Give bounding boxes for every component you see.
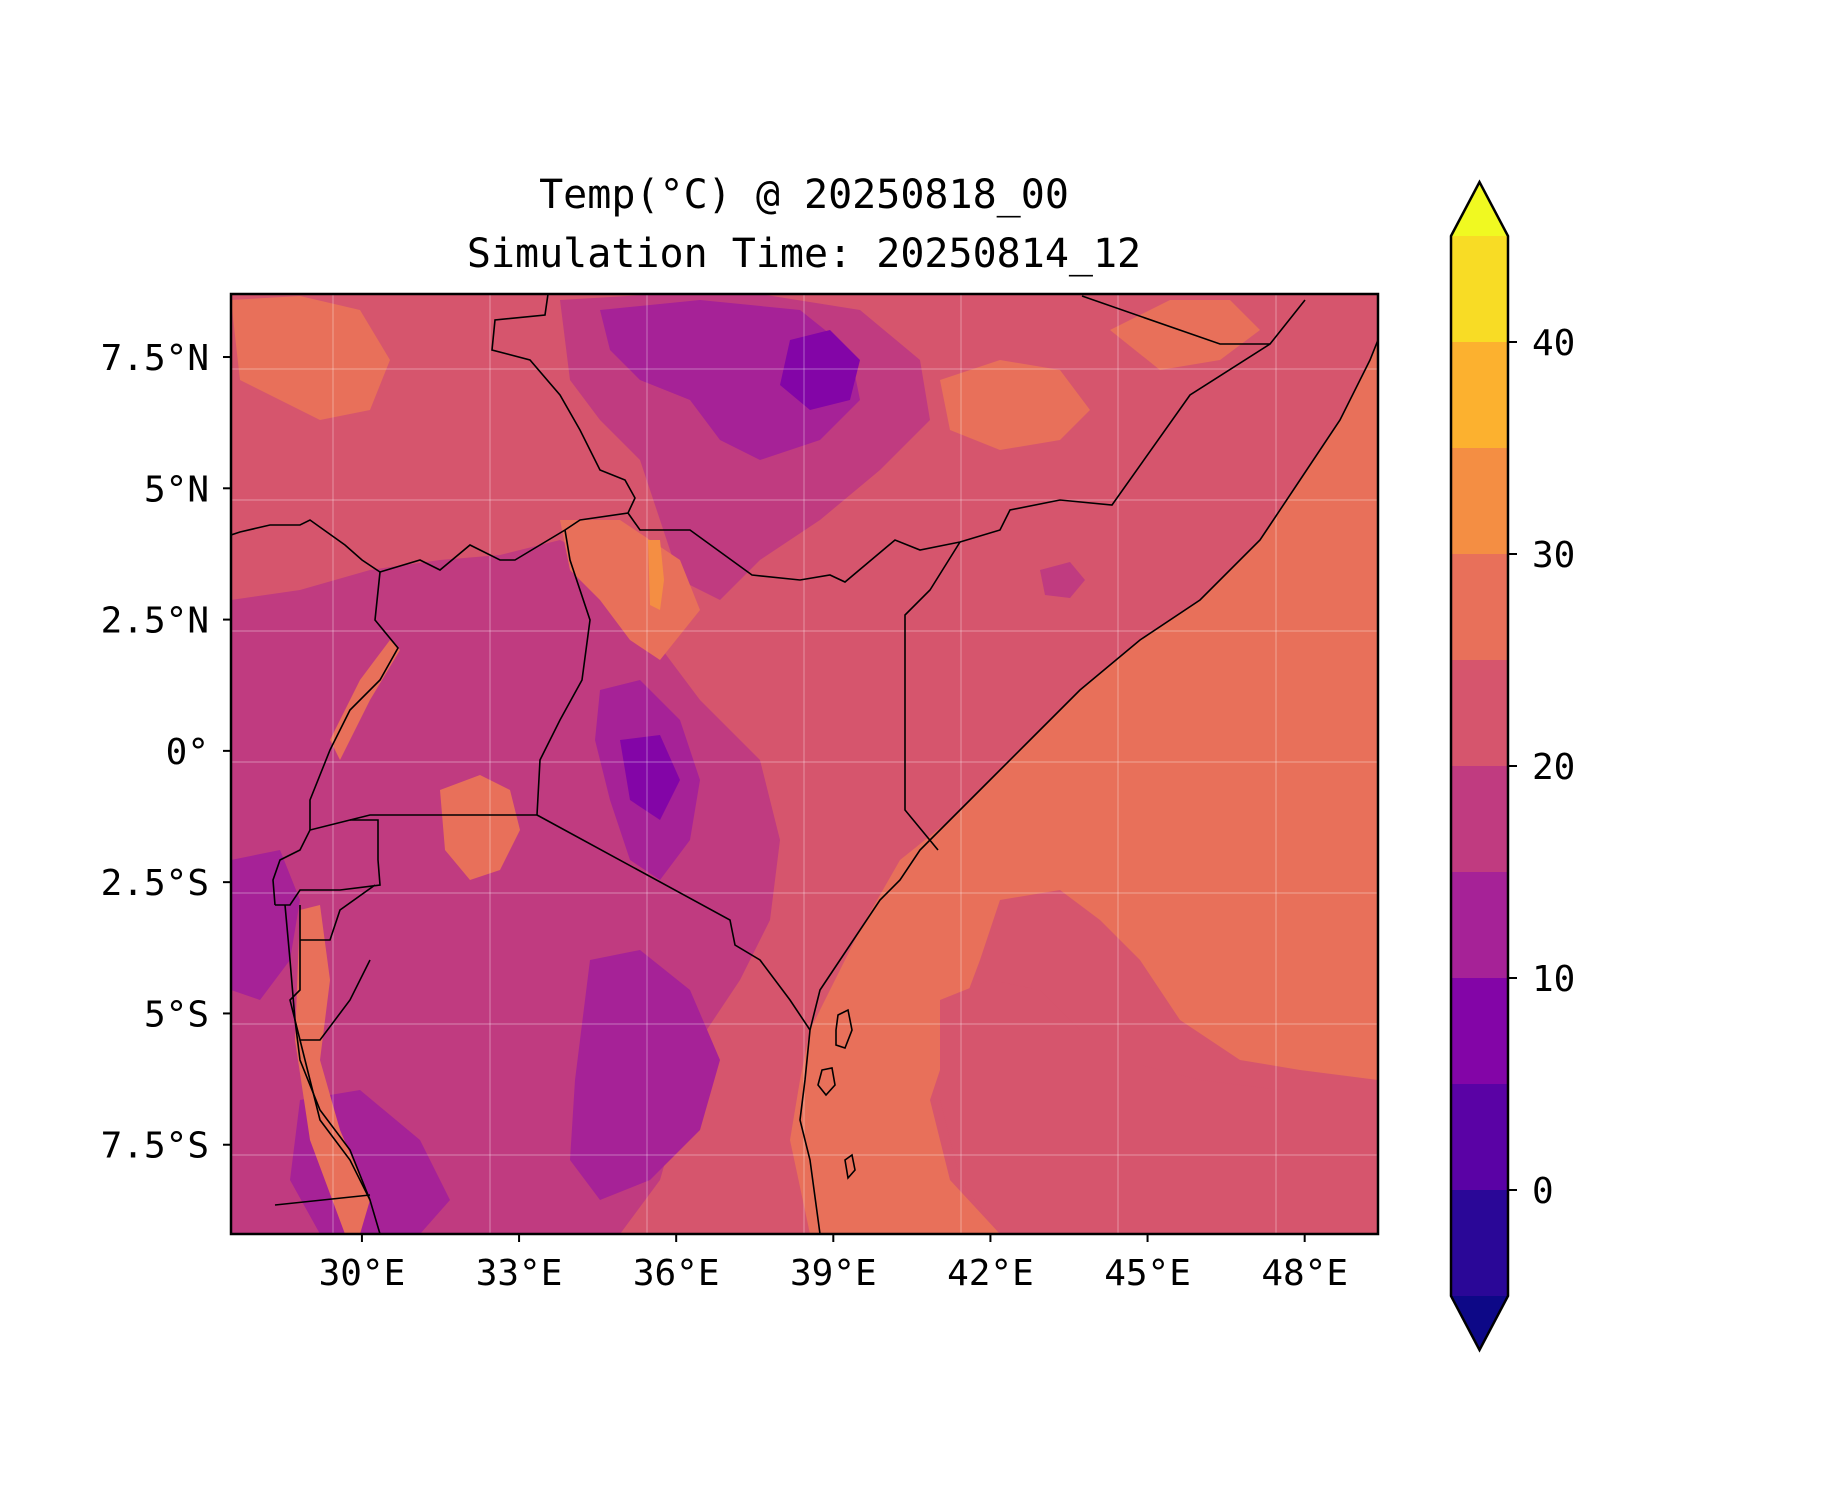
zanzibar-island <box>835 1008 853 1049</box>
y-tick-label: 0° <box>166 732 209 773</box>
border-kenya-uganda <box>536 529 591 816</box>
colorbar-tick-label: 30 <box>1532 535 1575 576</box>
x-tick-label: 48°E <box>1261 1253 1348 1294</box>
y-tick-label: 5°S <box>144 994 209 1035</box>
coastline <box>799 339 1378 1234</box>
temp-band-25-30-tanganyika <box>295 905 370 1234</box>
colorbar-tick-label: 0 <box>1532 1171 1554 1212</box>
colorbar-tick-label: 40 <box>1532 323 1575 364</box>
temp-band-25-30-ocean <box>790 340 1378 1234</box>
x-tick-label: 36°E <box>633 1253 720 1294</box>
temp-band-25-30-lake-victoria <box>440 775 520 880</box>
colorbar-segment <box>1451 448 1508 554</box>
temp-band-25-30-turkana <box>560 520 700 660</box>
x-tick-label: 39°E <box>790 1253 877 1294</box>
colorbar-segment <box>1451 766 1508 872</box>
x-tick-label: 45°E <box>1104 1253 1191 1294</box>
colorbar-segment <box>1451 342 1508 448</box>
border-tanzania-zambia <box>274 1039 381 1234</box>
border-somaliland <box>1081 295 1270 345</box>
colorbar-segment <box>1451 1190 1508 1296</box>
border-uganda-tanzania <box>272 814 537 906</box>
temperature-field <box>231 294 1378 1234</box>
x-axis-ticks: 30°E 33°E 36°E 39°E 42°E 45°E 48°E <box>319 1234 1348 1294</box>
temp-band-15-20-ogaden <box>1040 562 1085 598</box>
colorbar-segment <box>1451 660 1508 766</box>
y-axis-ticks: 7.5°N 5°N 2.5°N 0° 2.5°S 5°S 7.5°S <box>101 338 231 1167</box>
temp-band-5-10-kenya <box>620 735 680 820</box>
plot-title-line2: Simulation Time: 20250814_12 <box>467 231 1141 277</box>
colorbar-segment <box>1451 554 1508 660</box>
x-tick-label: 30°E <box>319 1253 406 1294</box>
colorbar-tick-label: 10 <box>1532 959 1575 1000</box>
border-sudan-ethiopia <box>231 294 636 573</box>
y-tick-label: 2.5°N <box>101 601 209 642</box>
colorbar-extend-max <box>1451 182 1508 236</box>
colorbar-segment <box>1451 236 1508 342</box>
temp-band-25-30-albert <box>330 640 400 760</box>
temp-band-25-30-sudan <box>231 296 390 420</box>
map-frame <box>229 292 1380 1236</box>
temp-band-20-25-ocean-south <box>940 980 1378 1234</box>
temp-band-25-30-somalia-ne <box>1110 300 1260 370</box>
plot-title-line1: Temp(°C) @ 20250818_00 <box>539 172 1069 218</box>
x-tick-label: 33°E <box>476 1253 563 1294</box>
border-lake-tanganyika <box>284 904 371 1201</box>
x-tick-label: 42°E <box>947 1253 1034 1294</box>
pemba-island <box>844 1153 856 1180</box>
temp-band-5-10-ethiopia <box>780 330 860 410</box>
border-drc-uganda <box>309 571 399 830</box>
colorbar-segment <box>1451 1084 1508 1190</box>
temp-band-25-30-somalia-north <box>940 360 1090 450</box>
colorbar-segment <box>1451 978 1508 1084</box>
y-tick-label: 7.5°N <box>101 338 209 379</box>
colorbar: 0 10 20 30 40 <box>1449 179 1575 1353</box>
colorbar-extend-min <box>1451 1296 1508 1350</box>
grid-lines <box>231 294 1378 1234</box>
border-ethiopia-kenya <box>627 299 1306 583</box>
border-ethiopia-somalia <box>904 541 961 851</box>
map-panel <box>229 292 1380 1236</box>
y-tick-label: 5°N <box>144 469 209 510</box>
border-kenya-tanzania <box>536 814 811 1031</box>
temp-band-30-35-turkana <box>648 540 664 610</box>
country-borders <box>231 294 1378 1234</box>
y-tick-label: 2.5°S <box>101 863 209 904</box>
mafia-island <box>817 1067 836 1097</box>
colorbar-outline <box>1449 179 1510 1353</box>
temp-band-10-15-tanzania <box>570 950 720 1200</box>
colorbar-segment <box>1451 872 1508 978</box>
temp-band-10-15-rift <box>231 850 300 1000</box>
y-tick-label: 7.5°S <box>101 1126 209 1167</box>
colorbar-tick-label: 20 <box>1532 747 1575 788</box>
